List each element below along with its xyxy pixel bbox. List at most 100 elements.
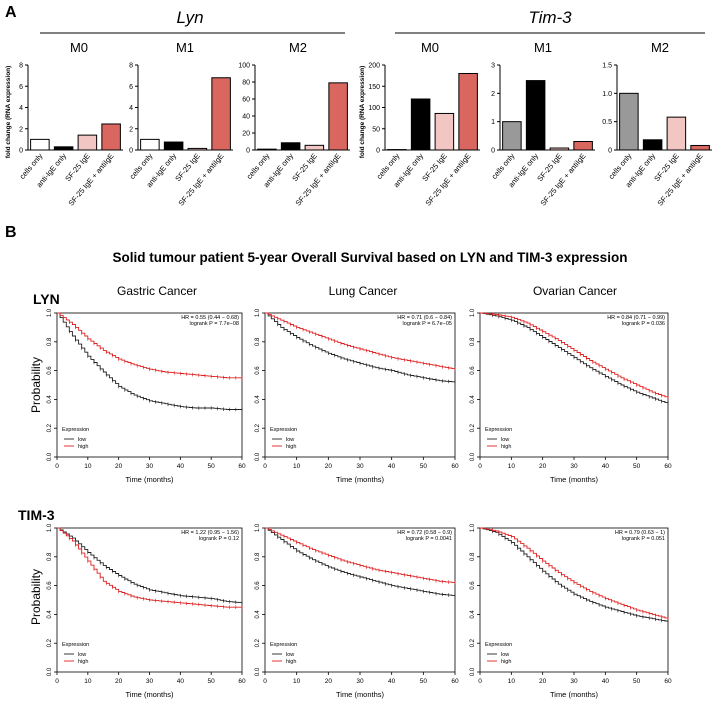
km-plot-lyn-ovarian-cancer: 0.0 0.2 0.4 0.6 0.8 1.0 0 10 20 30 40 50 60 Time (mon… bbox=[470, 308, 672, 484]
x-tick-label: 0 bbox=[55, 678, 59, 685]
censor-marks-low bbox=[492, 529, 669, 624]
y-tick-label: 1 bbox=[491, 119, 495, 126]
x-tick-label: 0 bbox=[55, 463, 59, 470]
y-tick-label: 1.0 bbox=[602, 91, 612, 98]
y-tick-label: 0.2 bbox=[470, 638, 476, 647]
x-tick-label: 60 bbox=[664, 463, 672, 470]
x-tick-label: 30 bbox=[356, 678, 364, 685]
legend-label-low: low bbox=[78, 437, 86, 443]
logrank-text: logrank P = 7.7e−08 bbox=[190, 321, 239, 327]
logrank-text: logrank P = 0.036 bbox=[622, 321, 665, 327]
y-tick-label: 0 bbox=[246, 148, 250, 155]
x-axis-label: Time (months) bbox=[125, 475, 174, 484]
x-axis-label: Time (months) bbox=[336, 475, 385, 484]
category-label: SF-25 IgE + antiIgE bbox=[539, 152, 588, 208]
km-plot-lyn-lung-cancer: 0.0 0.2 0.4 0.6 0.8 1.0 0 10 20 30 40 50 60 Time (mon… bbox=[255, 308, 459, 484]
legend-label-low: low bbox=[286, 437, 294, 443]
legend-label-high: high bbox=[501, 659, 511, 665]
y-tick-label: 0.8 bbox=[470, 552, 476, 561]
x-tick-label: 20 bbox=[325, 678, 333, 685]
y-tick-label: 40 bbox=[242, 114, 250, 121]
row-label-lyn: LYN bbox=[33, 291, 60, 307]
bar bbox=[30, 138, 50, 151]
row-label-tim3: TIM-3 bbox=[18, 507, 55, 523]
bar bbox=[666, 116, 687, 151]
y-tick-label: 0 bbox=[19, 148, 23, 155]
km-plot-tim-3-ovarian-cancer: 0.0 0.2 0.4 0.6 0.8 1.0 0 10 20 30 40 50 60 Time (mon… bbox=[470, 523, 672, 699]
y-tick-label: 6 bbox=[19, 84, 23, 91]
y-tick-label: 0.8 bbox=[470, 337, 476, 346]
censor-marks-low bbox=[277, 322, 456, 384]
x-tick-label: 60 bbox=[238, 463, 246, 470]
censor-marks-high bbox=[69, 320, 243, 380]
legend-title: Expression bbox=[270, 642, 297, 648]
hr-text: HR = 1.22 (0.95 − 1.56) bbox=[181, 530, 239, 536]
censor-marks-low bbox=[69, 329, 243, 412]
y-tick-label: 0.6 bbox=[47, 366, 53, 375]
y-tick-label: 0.0 bbox=[47, 452, 53, 461]
x-tick-label: 0 bbox=[263, 678, 267, 685]
y-tick-label: 0.2 bbox=[47, 638, 53, 647]
y-tick-label: 100 bbox=[368, 105, 380, 112]
legend-label-high: high bbox=[286, 659, 296, 665]
bar bbox=[280, 142, 301, 151]
y-tick-label: 1.0 bbox=[47, 308, 53, 317]
y-tick-label: 0.8 bbox=[255, 337, 261, 346]
x-tick-label: 20 bbox=[539, 463, 547, 470]
y-tick-label: 0.6 bbox=[470, 581, 476, 590]
y-tick-label: 0 bbox=[376, 148, 380, 155]
bar bbox=[328, 82, 348, 151]
hr-text: HR = 0.72 (0.58 − 0.9) bbox=[397, 530, 452, 536]
y-tick-label: 80 bbox=[242, 80, 250, 87]
y-tick-label: 0.2 bbox=[255, 638, 261, 647]
x-tick-label: 30 bbox=[146, 678, 154, 685]
y-tick-label: 0.4 bbox=[47, 395, 53, 404]
legend-label-low: low bbox=[501, 437, 509, 443]
panel-a-label: A bbox=[5, 4, 17, 21]
category-label: SF-25 IgE + antiIgE bbox=[656, 152, 705, 208]
x-tick-label: 40 bbox=[388, 463, 396, 470]
column-title-lung: Lung Cancer bbox=[329, 284, 398, 298]
group-title-tim3: Tim-3 bbox=[528, 8, 572, 27]
bar-subtitle-tim3-m1: M1 bbox=[534, 40, 552, 55]
bar bbox=[434, 112, 455, 151]
y-tick-label: 60 bbox=[242, 97, 250, 104]
x-tick-label: 50 bbox=[208, 463, 216, 470]
y-tick-label: 0.8 bbox=[47, 552, 53, 561]
x-tick-label: 10 bbox=[84, 678, 92, 685]
x-tick-label: 20 bbox=[539, 678, 547, 685]
bar bbox=[187, 147, 208, 151]
y-tick-label: 0.6 bbox=[470, 366, 476, 375]
y-tick-label: 0.4 bbox=[255, 395, 261, 404]
x-tick-label: 20 bbox=[115, 463, 123, 470]
legend-title: Expression bbox=[485, 427, 512, 433]
y-tick-label: 2 bbox=[129, 126, 133, 133]
x-tick-label: 40 bbox=[602, 678, 610, 685]
category-label: SF-25 IgE + antiIgE bbox=[67, 152, 116, 208]
x-tick-label: 50 bbox=[633, 463, 641, 470]
logrank-text: logrank P = 0.12 bbox=[199, 536, 239, 542]
legend-label-low: low bbox=[501, 652, 509, 658]
bar bbox=[257, 148, 277, 151]
y-tick-label: 6 bbox=[129, 84, 133, 91]
y-tick-label: 150 bbox=[368, 84, 380, 91]
y-tick-label: 2 bbox=[491, 91, 495, 98]
y-tick-label: 3 bbox=[491, 63, 495, 70]
category-label: SF-25 IgE + antiIgE bbox=[294, 152, 343, 208]
y-tick-label: 1.0 bbox=[470, 523, 476, 532]
censor-marks-high bbox=[277, 532, 456, 585]
plot-frame bbox=[479, 527, 669, 673]
y-tick-label: 0.4 bbox=[470, 610, 476, 619]
hr-text: HR = 0.55 (0.44 − 0.68) bbox=[181, 315, 239, 321]
y-tick-label: 0.0 bbox=[47, 667, 53, 676]
y-tick-label: 0.2 bbox=[470, 423, 476, 432]
x-tick-label: 40 bbox=[177, 678, 185, 685]
y-tick-label: 1.0 bbox=[255, 308, 261, 317]
bar bbox=[163, 141, 184, 151]
y-tick-label: 100 bbox=[238, 63, 250, 70]
y-tick-label: 1.0 bbox=[255, 523, 261, 532]
x-axis-label: Time (months) bbox=[550, 475, 599, 484]
